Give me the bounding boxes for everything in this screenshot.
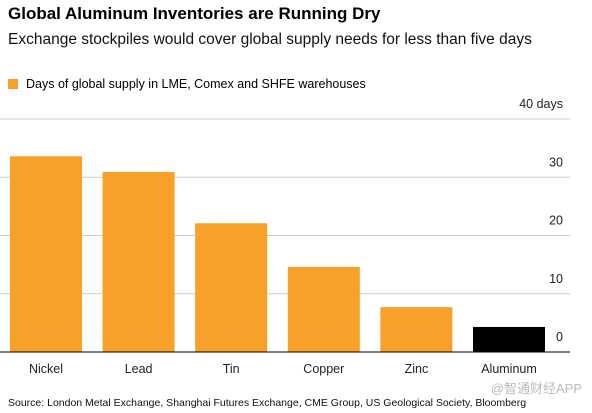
x-tick-label: Tin — [223, 362, 240, 376]
y-tick-label: 10 — [549, 272, 563, 286]
source: Source: London Metal Exchange, Shanghai … — [8, 397, 527, 409]
bar — [287, 266, 360, 352]
bar — [380, 307, 453, 352]
y-tick-label: 30 — [549, 155, 563, 169]
y-tick-label: 0 — [556, 330, 563, 344]
x-tick-label: Zinc — [405, 362, 429, 376]
legend-label: Days of global supply in LME, Comex and … — [26, 77, 366, 91]
chart-subtitle: Exchange stockpiles would cover global s… — [8, 31, 532, 48]
bar — [473, 326, 545, 352]
y-tick-label: 40 days — [519, 97, 563, 111]
legend-swatch — [8, 79, 18, 89]
chart-title: Global Aluminum Inventories are Running … — [8, 4, 381, 23]
bar — [10, 156, 82, 352]
x-tick-label: Nickel — [29, 362, 63, 376]
y-tick-label: 20 — [549, 214, 563, 228]
x-tick-label: Lead — [125, 362, 153, 376]
x-tick-label: Copper — [303, 362, 344, 376]
bar — [195, 223, 268, 352]
legend: Days of global supply in LME, Comex and … — [8, 77, 366, 91]
x-tick-label: Aluminum — [481, 362, 537, 376]
watermark: @智通财经APP — [490, 381, 582, 396]
bar — [102, 172, 175, 352]
